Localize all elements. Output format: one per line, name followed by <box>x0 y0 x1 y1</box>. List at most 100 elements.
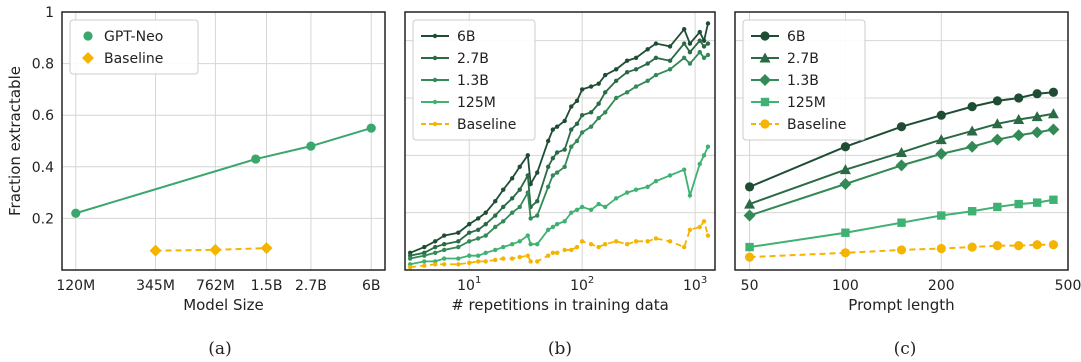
data-point <box>653 72 659 78</box>
data-point <box>645 61 650 66</box>
data-point <box>967 242 977 252</box>
data-point <box>624 90 630 95</box>
data-point <box>624 58 630 63</box>
data-point <box>554 150 560 155</box>
data-point <box>1049 195 1058 204</box>
data-point <box>501 204 506 210</box>
data-point <box>422 263 427 268</box>
panel-caption: (a) <box>208 339 231 359</box>
data-point <box>840 142 851 152</box>
data-point <box>967 102 977 112</box>
data-point <box>525 153 530 158</box>
data-point <box>517 239 522 244</box>
data-point <box>744 252 755 262</box>
data-point <box>509 196 515 201</box>
data-point <box>603 204 608 210</box>
data-point <box>501 256 506 261</box>
data-point <box>456 239 461 244</box>
data-point <box>574 98 580 104</box>
series-line <box>155 247 267 252</box>
data-point <box>653 236 659 241</box>
data-point <box>993 202 1002 212</box>
x-tick-label: 500 <box>1055 278 1081 294</box>
data-point <box>483 250 488 255</box>
data-point <box>550 156 556 161</box>
data-point <box>260 242 273 255</box>
data-point <box>467 230 472 235</box>
series-line <box>410 219 709 269</box>
data-point <box>525 233 530 238</box>
series-line <box>749 128 1054 217</box>
data-point <box>687 49 693 55</box>
data-point <box>681 41 687 46</box>
chart-panel: 50 100 200 500 Prompt length (c) 6B 2.7B 1.3B 125… <box>734 11 1081 359</box>
data-point <box>701 38 707 43</box>
data-point <box>545 184 551 190</box>
series-6b <box>407 21 711 255</box>
data-point <box>705 144 711 149</box>
data-point <box>633 67 639 72</box>
series-line <box>75 127 372 215</box>
data-point <box>897 218 906 227</box>
data-point <box>613 95 619 101</box>
data-point <box>697 224 702 230</box>
data-point <box>493 257 498 263</box>
data-point <box>433 244 438 250</box>
data-point <box>966 125 978 136</box>
data-point <box>992 96 1002 106</box>
legend-marker <box>759 52 771 63</box>
data-point <box>624 190 630 195</box>
data-point <box>579 87 585 92</box>
data-point <box>653 55 659 61</box>
legend-label: 2.7B <box>457 51 489 67</box>
series-2-7b <box>407 38 711 258</box>
series-125m <box>745 195 1058 252</box>
data-point <box>1048 87 1059 97</box>
series-6b <box>744 87 1059 192</box>
data-point <box>554 124 560 129</box>
data-point <box>1048 240 1059 250</box>
series-gpt-neo <box>71 123 376 218</box>
data-point <box>1032 89 1042 99</box>
data-point <box>562 164 567 169</box>
data-point <box>839 178 852 190</box>
data-point <box>501 244 506 250</box>
data-point <box>603 242 608 247</box>
data-point <box>935 147 948 160</box>
data-point <box>579 130 585 135</box>
data-point <box>613 239 619 244</box>
data-point <box>1014 199 1023 209</box>
data-point <box>633 84 639 89</box>
y-tick-label: 0.6 <box>32 108 54 124</box>
data-point <box>1031 111 1043 122</box>
data-point <box>667 67 673 72</box>
plot-frame <box>734 11 1069 271</box>
data-point <box>528 259 533 264</box>
data-point <box>1032 240 1042 250</box>
series-2-7b <box>744 108 1059 209</box>
data-point <box>1047 123 1060 136</box>
data-point <box>422 259 427 264</box>
legend-label: Baseline <box>787 117 846 133</box>
data-point <box>574 244 580 250</box>
legend-label: 6B <box>457 29 476 45</box>
data-point <box>697 49 702 55</box>
data-point <box>483 210 488 215</box>
legend-label: GPT-Neo <box>104 29 163 45</box>
data-point <box>697 38 702 43</box>
data-point <box>483 259 488 264</box>
data-point <box>441 242 447 247</box>
data-point <box>991 133 1004 146</box>
x-axis-label: Prompt length <box>848 296 954 314</box>
data-point <box>681 244 687 250</box>
data-point <box>545 227 551 233</box>
data-point <box>467 221 472 227</box>
data-point <box>687 227 693 233</box>
data-point <box>456 256 461 261</box>
legend-label: 1.3B <box>457 73 489 89</box>
data-point <box>569 144 574 149</box>
x-tick-exponent: 2 <box>588 275 594 286</box>
data-point <box>1014 93 1024 103</box>
data-point <box>613 67 619 72</box>
data-point <box>588 242 594 247</box>
